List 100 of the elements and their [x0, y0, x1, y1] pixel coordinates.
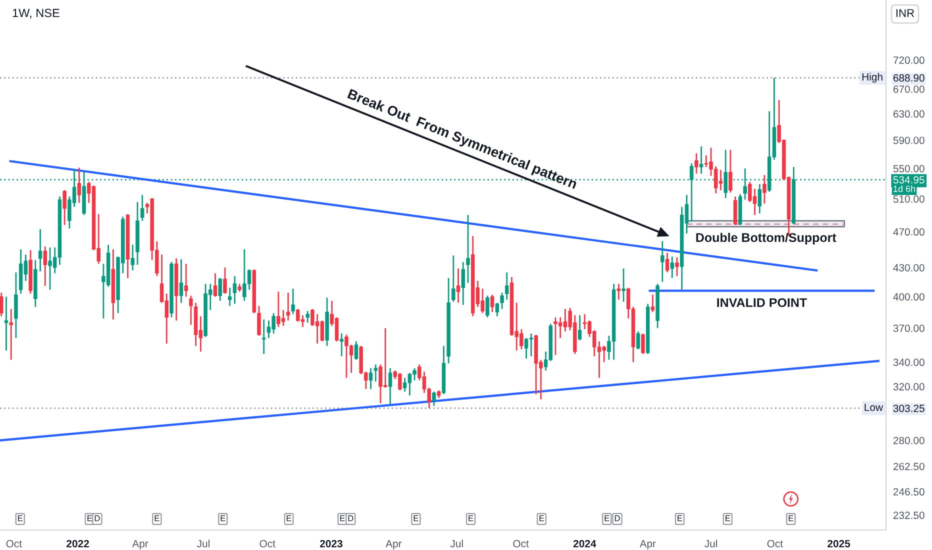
candlestick: [505, 272, 509, 300]
candlestick: [456, 268, 460, 304]
candlestick: [670, 256, 674, 279]
candlestick: [368, 367, 373, 390]
x-tick-label: Oct: [6, 540, 22, 548]
candlestick: [228, 287, 232, 307]
candlestick: [495, 302, 500, 317]
y-tick-label: 340.00: [893, 358, 924, 366]
candlestick: [486, 294, 490, 318]
annotation: D: [614, 515, 620, 522]
x-tick-label: 2024: [573, 540, 596, 548]
candlestick: [388, 367, 392, 406]
candlestick: [291, 288, 295, 315]
annotation: E: [414, 515, 418, 522]
x-tick-label: Jul: [450, 540, 463, 548]
candlestick: [650, 294, 655, 313]
y-tick-label: 720.00: [893, 56, 924, 64]
x-tick-label: Oct: [260, 540, 276, 548]
x-tick-label: Oct: [767, 540, 783, 548]
candlestick: [466, 214, 470, 284]
candlestick: [9, 308, 13, 360]
candlestick: [728, 149, 732, 194]
candlestick: [232, 275, 237, 304]
ref-line-label: Low: [864, 404, 884, 411]
candlestick: [660, 240, 664, 283]
candlestick: [636, 330, 640, 350]
candlestick: [218, 277, 222, 302]
x-tick-label: 2022: [66, 540, 89, 548]
text: 1W, NSE: [12, 8, 60, 19]
candlestick: [257, 305, 261, 336]
ref-line-label: High: [862, 72, 882, 83]
candlestick: [675, 256, 679, 277]
candlestick: [14, 272, 18, 339]
y-tick-label: 534.95: [893, 176, 924, 184]
y-tick-label: 550.00: [893, 164, 924, 172]
candlestick: [340, 332, 344, 357]
annotation: E: [220, 515, 226, 522]
x-tick-label: Oct: [513, 540, 529, 548]
y-tick-label: 246.50: [893, 488, 924, 496]
annotation: E: [340, 515, 345, 522]
candlestick: [758, 183, 762, 214]
y-tick-label: 630.00: [893, 110, 924, 118]
y-axis-title: INR: [896, 9, 914, 17]
candlestick: [38, 228, 42, 272]
candlestick: [578, 314, 582, 341]
candlestick: [641, 332, 645, 355]
x-tick-label: Jul: [704, 540, 717, 548]
annotation: E: [726, 515, 730, 522]
x-tick-label: 2023: [320, 540, 342, 548]
annotation: E: [18, 515, 23, 522]
candlestick: [374, 364, 378, 382]
y-tick-label: 670.00: [893, 85, 924, 93]
candlestick: [179, 258, 184, 304]
candlestick: [189, 294, 193, 326]
y-tick-label: 370.00: [893, 324, 924, 332]
candlestick: [140, 194, 144, 222]
x-tick-label: Apr: [386, 540, 402, 550]
y-tick-label: 232.50: [893, 512, 924, 520]
y-tick-label: 303.25: [893, 404, 924, 412]
y-tick-label: 590.00: [893, 136, 924, 144]
candlestick: [0, 292, 4, 317]
candlestick: [184, 263, 188, 298]
annotation: D: [94, 515, 100, 522]
annotation: E: [540, 515, 544, 522]
candlestick: [665, 252, 670, 273]
y-tick-label: 688.90: [893, 74, 924, 82]
candlestick: [500, 292, 504, 310]
candlestick: [452, 254, 456, 302]
candlestick: [4, 296, 8, 352]
x-tick-label: Apr: [640, 540, 656, 550]
candlestick: [62, 190, 66, 226]
annotation: E: [87, 515, 92, 522]
x-tick-label: Apr: [132, 540, 148, 550]
x-tick-label: 2025: [828, 540, 850, 548]
candlestick: [306, 310, 310, 324]
candlestick: [43, 246, 47, 286]
candlestick: [262, 318, 266, 355]
candlestick: [223, 266, 227, 294]
candlestick: [130, 244, 134, 272]
candlestick: [733, 196, 738, 226]
y-tick-label: 320.00: [893, 383, 924, 390]
candlestick: [490, 294, 494, 313]
candlestick: [432, 390, 436, 407]
annotation: INVALID POINT: [717, 298, 807, 308]
candlestick: [354, 340, 358, 360]
ref-line-label: 1d 6h: [894, 185, 916, 192]
candlestick: [762, 174, 766, 204]
candlestick: [461, 261, 465, 306]
annotation: E: [678, 515, 682, 522]
y-tick-label: 280.00: [893, 436, 924, 444]
candlestick: [77, 167, 82, 204]
candlestick: [622, 268, 626, 302]
x-tick-label: Jul: [196, 540, 210, 548]
candlestick: [213, 272, 218, 298]
annotation: E: [154, 515, 160, 522]
y-tick-label: 510.00: [893, 195, 924, 203]
candlestick: [699, 146, 704, 174]
candlestick: [286, 292, 290, 322]
annotation: E: [468, 515, 474, 522]
y-tick-label: 470.00: [893, 228, 924, 236]
